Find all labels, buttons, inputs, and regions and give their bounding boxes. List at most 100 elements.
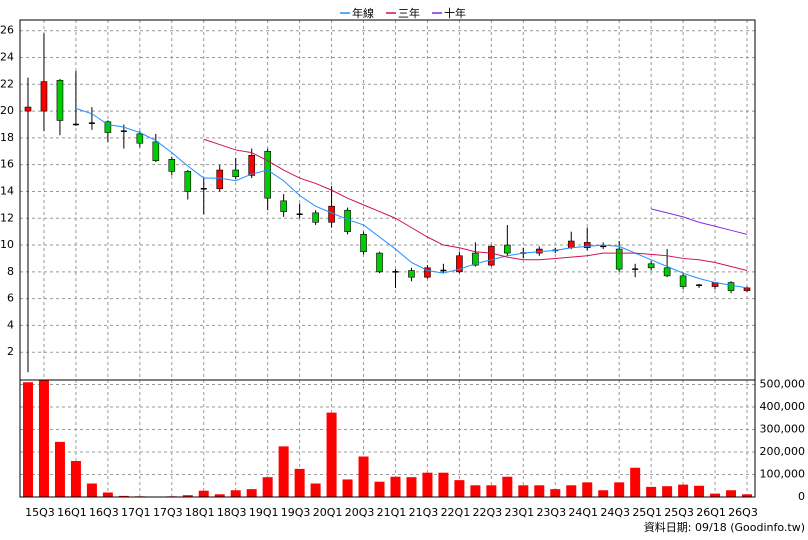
- candle-body: [232, 169, 240, 178]
- candle-body: [344, 209, 351, 232]
- plot-frame: [19, 19, 756, 498]
- x-tick-label: 22Q1: [441, 506, 471, 519]
- x-tick-label: 25Q1: [632, 506, 662, 519]
- volume-bar: [390, 476, 401, 497]
- volume-bar: [262, 477, 273, 497]
- x-tick-label: 17Q3: [153, 506, 183, 519]
- volume-bar: [742, 494, 753, 497]
- volume-bar: [358, 456, 369, 497]
- y-tick-label: 16: [0, 158, 14, 171]
- candle-body: [184, 171, 192, 192]
- legend-label: 三年: [398, 6, 420, 20]
- legend-label: 年線: [352, 6, 374, 20]
- candle-body: [104, 121, 112, 133]
- volume-bar: [566, 485, 577, 497]
- candle-body: [280, 200, 287, 212]
- y-tick-label: 4: [7, 318, 14, 331]
- candle-body: [168, 159, 176, 172]
- volume-bar: [246, 489, 257, 497]
- candle-body: [56, 79, 64, 121]
- x-tick-label: 26Q3: [728, 506, 758, 519]
- y-tick-label: 14: [0, 184, 14, 197]
- y-tick-label: 24: [0, 51, 14, 64]
- candle-body: [567, 240, 575, 249]
- x-tick-label: 16Q1: [57, 506, 87, 519]
- x-tick-label: 24Q3: [600, 506, 630, 519]
- x-tick-label: 16Q3: [89, 506, 119, 519]
- volume-bar: [502, 476, 513, 497]
- y2-tick-label: 0: [798, 490, 805, 503]
- x-tick-label: 19Q3: [281, 506, 311, 519]
- y2-tick-label: 300,000: [760, 423, 806, 436]
- volume-bar: [694, 485, 705, 497]
- volume-bar: [214, 494, 225, 497]
- candle-body: [456, 255, 463, 273]
- candle-body: [424, 267, 431, 278]
- y-tick-label: 2: [7, 345, 14, 358]
- volume-bar: [118, 495, 129, 497]
- volume-bar: [102, 492, 113, 497]
- volume-bar: [518, 485, 529, 497]
- volume-bar: [598, 490, 609, 497]
- volume-bar: [406, 477, 417, 497]
- volume-bar: [374, 481, 385, 497]
- x-tick-label: 22Q3: [473, 506, 503, 519]
- y2-tick-label: 200,000: [760, 445, 806, 458]
- x-tick-label: 23Q3: [536, 506, 566, 519]
- candle-body: [583, 242, 591, 249]
- volume-bar: [710, 493, 721, 497]
- volume-bar: [486, 485, 497, 497]
- x-tick-label: 20Q3: [345, 506, 375, 519]
- x-tick-label: 24Q1: [568, 506, 598, 519]
- candle-body: [312, 212, 319, 223]
- y-tick-label: 22: [0, 77, 14, 90]
- candle-body: [504, 244, 511, 254]
- volume-bar: [470, 485, 481, 497]
- x-tick-label: 26Q1: [696, 506, 726, 519]
- candle-body: [216, 169, 224, 190]
- candle-body: [24, 106, 32, 112]
- ma-line: [651, 208, 748, 235]
- candle-body: [743, 287, 751, 291]
- volume-bar: [38, 380, 49, 497]
- x-tick-label: 21Q1: [377, 506, 407, 519]
- candle-body: [40, 81, 48, 112]
- candle-body: [248, 154, 255, 176]
- x-tick-label: 25Q3: [664, 506, 694, 519]
- volume-bar: [182, 495, 193, 497]
- volume-bar: [678, 484, 689, 497]
- y2-tick-label: 400,000: [760, 400, 806, 413]
- x-tick-label: 18Q3: [217, 506, 247, 519]
- candle-body: [264, 150, 271, 199]
- volume-bar: [550, 489, 561, 497]
- volume-bar: [726, 490, 737, 497]
- volume-bar: [582, 482, 593, 497]
- x-tick-label: 23Q1: [504, 506, 534, 519]
- volume-bar: [294, 468, 305, 497]
- volume-bar: [22, 382, 33, 497]
- y-tick-label: 12: [0, 211, 14, 224]
- volume-bar: [230, 490, 241, 497]
- candle-body: [679, 275, 687, 287]
- candle-body: [152, 141, 160, 161]
- volume-bar: [86, 483, 97, 497]
- volume-bar: [614, 482, 625, 497]
- legend-label: 十年: [444, 6, 466, 20]
- y-tick-label: 18: [0, 131, 14, 144]
- candle-body: [727, 282, 735, 291]
- candle-body: [360, 234, 367, 253]
- candle-body: [647, 263, 655, 269]
- candle-body: [408, 270, 415, 278]
- volume-bar: [54, 441, 65, 497]
- volume-bar: [198, 490, 209, 497]
- volume-bar: [662, 486, 673, 497]
- x-tick-label: 20Q1: [313, 506, 343, 519]
- candle-body: [376, 252, 383, 273]
- y-tick-label: 6: [7, 292, 14, 305]
- x-tick-label: 21Q3: [409, 506, 439, 519]
- y-tick-label: 10: [0, 238, 14, 251]
- x-tick-label: 15Q3: [25, 506, 55, 519]
- candle-body: [488, 246, 495, 266]
